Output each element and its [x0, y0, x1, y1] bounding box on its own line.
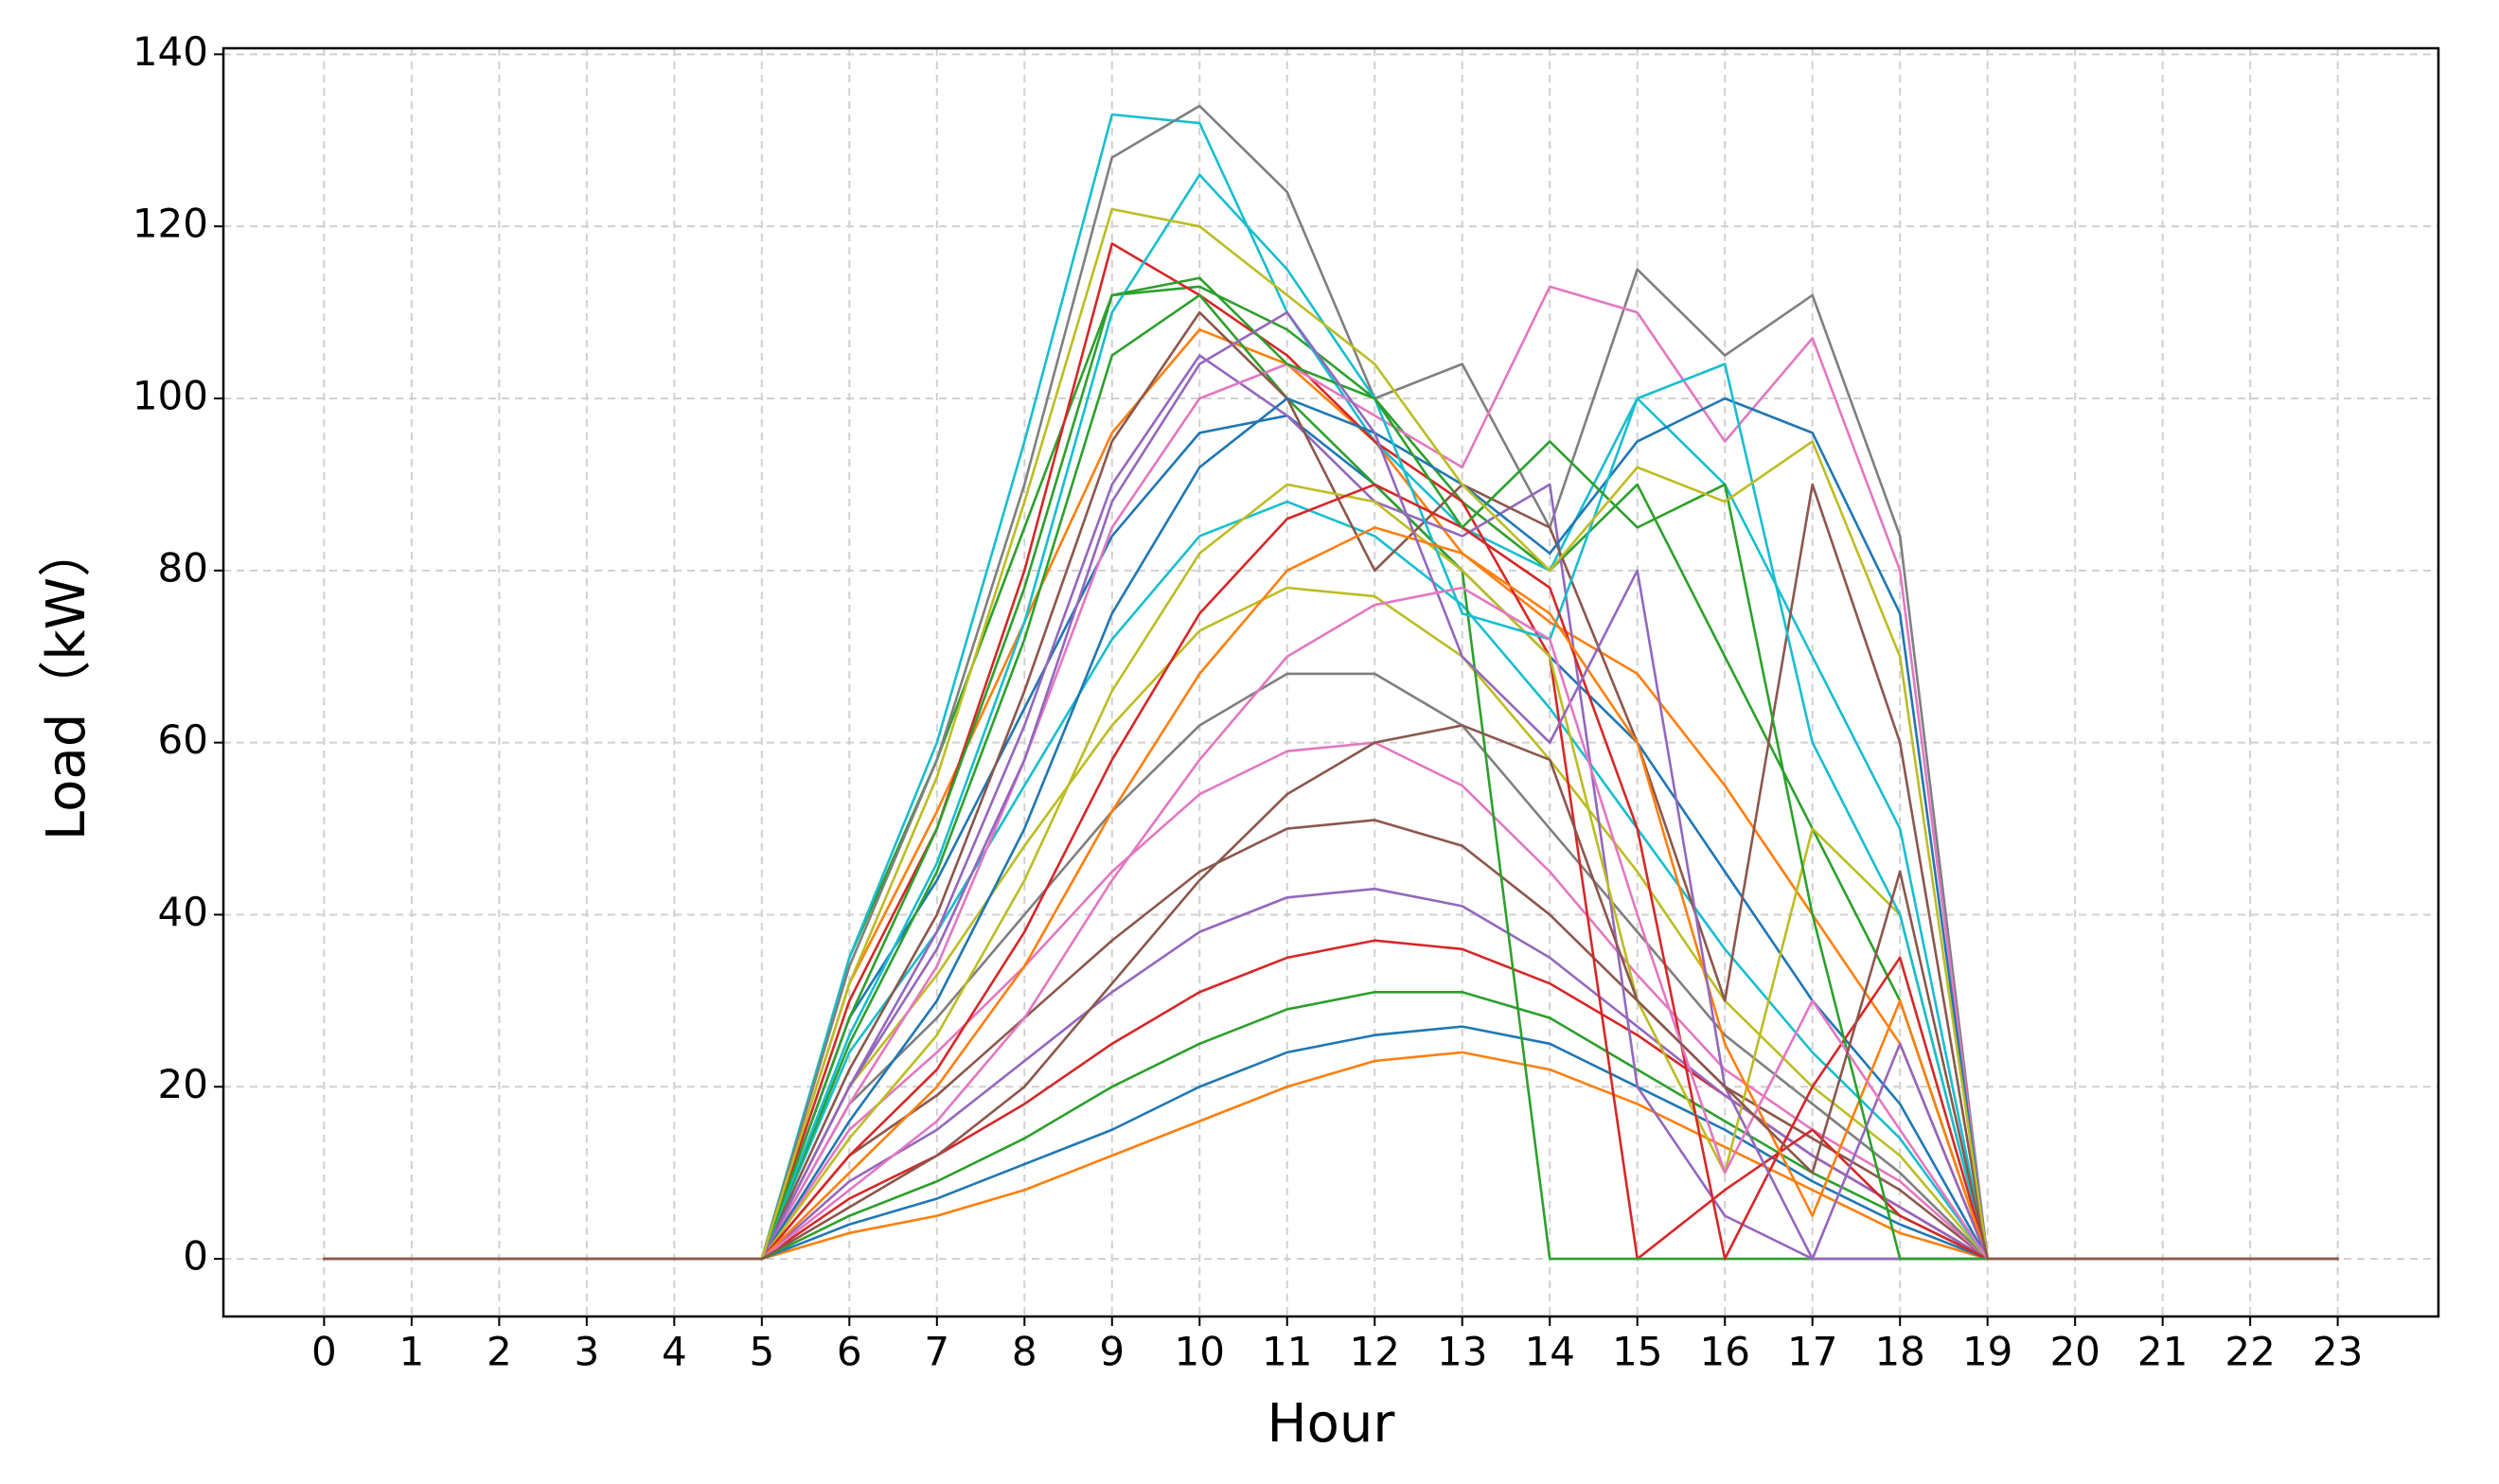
- x-tick-label: 11: [1262, 1329, 1312, 1375]
- x-tick-label: 3: [574, 1329, 599, 1375]
- y-tick-label: 0: [183, 1233, 208, 1280]
- y-tick-label: 60: [158, 716, 208, 763]
- x-tick-label: 16: [1699, 1329, 1749, 1375]
- x-tick-label: 4: [662, 1329, 687, 1375]
- x-tick-label: 7: [924, 1329, 949, 1375]
- x-tick-label: 0: [311, 1329, 337, 1375]
- x-tick-label: 2: [487, 1329, 512, 1375]
- y-tick-label: 80: [158, 544, 208, 591]
- series-line: [323, 724, 2339, 1261]
- x-tick-label: 5: [749, 1329, 774, 1375]
- y-tick-label: 100: [133, 373, 208, 419]
- x-tick-label: 18: [1874, 1329, 1924, 1375]
- y-axis-label: Load（kW）: [36, 524, 97, 840]
- axes: 0 1 2 3 4 5 6 7 8 9 10 11 12 13 14 15 16 17 18 19 20 21 22 2302…: [133, 28, 2440, 1375]
- x-tick-label: 8: [1012, 1329, 1037, 1375]
- x-tick-label: 17: [1787, 1329, 1837, 1375]
- plot-lines: [323, 104, 2339, 1261]
- x-tick-label: 6: [837, 1329, 862, 1375]
- x-tick-label: 1: [399, 1329, 424, 1375]
- x-tick-label: 15: [1612, 1329, 1662, 1375]
- x-tick-label: 22: [2224, 1329, 2275, 1375]
- x-tick-label: 20: [2049, 1329, 2100, 1375]
- x-axis-label: Hour: [1267, 1393, 1396, 1455]
- y-tick-label: 120: [133, 201, 208, 247]
- x-tick-label: 14: [1524, 1329, 1574, 1375]
- x-tick-label: 13: [1437, 1329, 1487, 1375]
- y-tick-label: 140: [133, 28, 208, 75]
- x-tick-label: 9: [1099, 1329, 1125, 1375]
- x-tick-label: 12: [1350, 1329, 1400, 1375]
- y-tick-label: 40: [158, 889, 208, 935]
- y-tick-label: 20: [158, 1061, 208, 1107]
- x-tick-label: 19: [1962, 1329, 2012, 1375]
- x-tick-label: 10: [1175, 1329, 1225, 1375]
- x-tick-label: 21: [2137, 1329, 2188, 1375]
- plot-frame: [222, 46, 2440, 1318]
- x-tick-label: 23: [2313, 1329, 2363, 1375]
